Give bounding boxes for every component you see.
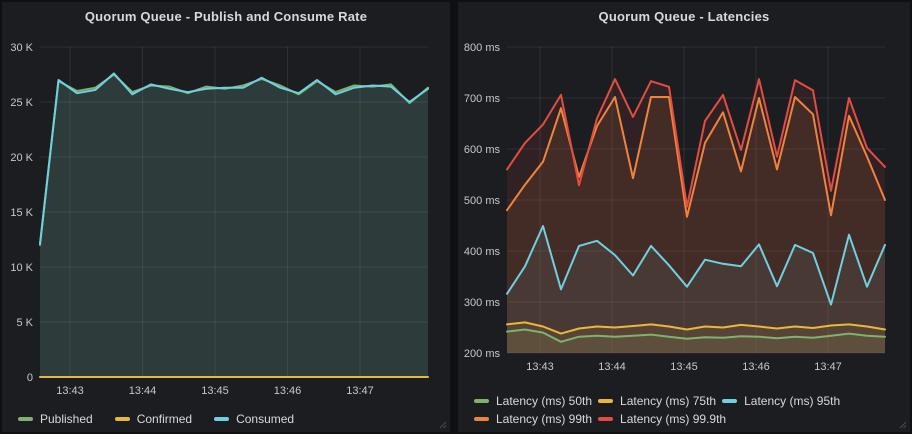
panel-title[interactable]: Quorum Queue - Publish and Consume Rate <box>84 8 368 24</box>
y-tick-label: 600 ms <box>464 144 501 156</box>
chart-legend: Latency (ms) 50th Latency (ms) 75th Latenc… <box>474 394 846 426</box>
chart-legend: Published Confirmed Consumed <box>18 412 316 426</box>
panel-title[interactable]: Quorum Queue - Latencies <box>598 8 770 24</box>
x-tick-label: 13:44 <box>129 385 157 397</box>
legend-item[interactable]: Published <box>18 412 93 426</box>
publish-consume-rate-chart[interactable]: 0 5 K 10 K 15 K 20 K 25 K 30 K 13:43 13:44 13:45 1… <box>2 2 450 432</box>
panel-resize-handle-icon[interactable] <box>899 421 907 429</box>
x-tick-label: 13:43 <box>56 385 84 397</box>
y-tick-label: 500 ms <box>464 195 501 207</box>
legend-item[interactable]: Consumed <box>214 412 294 426</box>
y-tick-label: 20 K <box>10 152 33 164</box>
y-tick-label: 0 <box>27 372 33 384</box>
legend-label: Latency (ms) 75th <box>620 394 717 408</box>
series-line <box>506 328 886 343</box>
x-tick-label: 13:46 <box>274 385 302 397</box>
series-line <box>506 225 886 306</box>
legend-swatch-icon <box>18 417 33 421</box>
x-tick-label: 13:46 <box>742 361 770 373</box>
y-tick-label: 10 K <box>10 262 33 274</box>
legend-item[interactable]: Latency (ms) 50th <box>474 394 592 408</box>
series-line <box>39 72 429 245</box>
legend-swatch-icon <box>214 417 230 421</box>
series-fill <box>40 74 428 377</box>
y-tick-label: 300 ms <box>464 297 501 309</box>
x-tick-label: 13:45 <box>670 361 698 373</box>
legend-item[interactable]: Confirmed <box>114 412 193 426</box>
y-tick-label: 15 K <box>10 207 33 219</box>
legend-label: Latency (ms) 95th <box>744 394 841 408</box>
legend-swatch-icon <box>474 417 489 421</box>
legend-label: Published <box>40 412 93 426</box>
series-line <box>506 78 886 208</box>
legend-item[interactable]: Latency (ms) 99.9th <box>598 412 726 426</box>
legend-row: Published Confirmed Consumed <box>18 412 316 426</box>
legend-row: Latency (ms) 50th Latency (ms) 75th Latenc… <box>474 394 846 408</box>
legend-label: Latency (ms) 99th <box>496 412 593 426</box>
y-tick-label: 200 ms <box>464 348 501 360</box>
y-tick-label: 30 K <box>10 42 33 54</box>
legend-swatch-icon <box>114 417 130 421</box>
series-fill <box>507 97 885 353</box>
series-fill <box>40 73 428 378</box>
x-tick-label: 13:47 <box>346 385 374 397</box>
panel-resize-handle-icon[interactable] <box>439 421 447 429</box>
x-tick-label: 13:44 <box>598 361 626 373</box>
y-tick-label: 5 K <box>16 317 33 329</box>
x-tick-label: 13:43 <box>526 361 554 373</box>
legend-swatch-icon <box>474 399 489 403</box>
latencies-chart[interactable]: 200 ms 300 ms 400 ms 500 ms 600 ms 700 ms 800 … <box>458 2 910 432</box>
y-tick-label: 800 ms <box>464 42 501 54</box>
panel-latencies: Quorum Queue - Latencies 200 ms 300 ms 400… <box>458 2 910 432</box>
legend-label: Latency (ms) 99.9th <box>620 412 727 426</box>
legend-swatch-icon <box>722 399 738 403</box>
legend-label: Latency (ms) 50th <box>496 394 593 408</box>
legend-item[interactable]: Latency (ms) 95th <box>722 394 840 408</box>
y-tick-label: 700 ms <box>464 93 501 105</box>
legend-swatch-icon <box>598 399 614 403</box>
x-tick-label: 13:45 <box>201 385 229 397</box>
series-line <box>506 321 886 335</box>
legend-item[interactable]: Latency (ms) 75th <box>598 394 716 408</box>
series-fill <box>507 329 885 353</box>
y-tick-label: 25 K <box>10 97 33 109</box>
legend-label: Confirmed <box>136 412 193 426</box>
x-tick-label: 13:47 <box>814 361 842 373</box>
panel-publish-consume-rate: Quorum Queue - Publish and Consume Rate … <box>2 2 450 432</box>
legend-swatch-icon <box>598 417 614 421</box>
series-fill <box>507 226 885 353</box>
series-fill <box>507 79 885 353</box>
legend-item[interactable]: Latency (ms) 99th <box>474 412 592 426</box>
legend-label: Consumed <box>236 412 295 426</box>
legend-row: Latency (ms) 99th Latency (ms) 99.9th <box>474 412 846 426</box>
y-tick-label: 400 ms <box>464 246 501 258</box>
